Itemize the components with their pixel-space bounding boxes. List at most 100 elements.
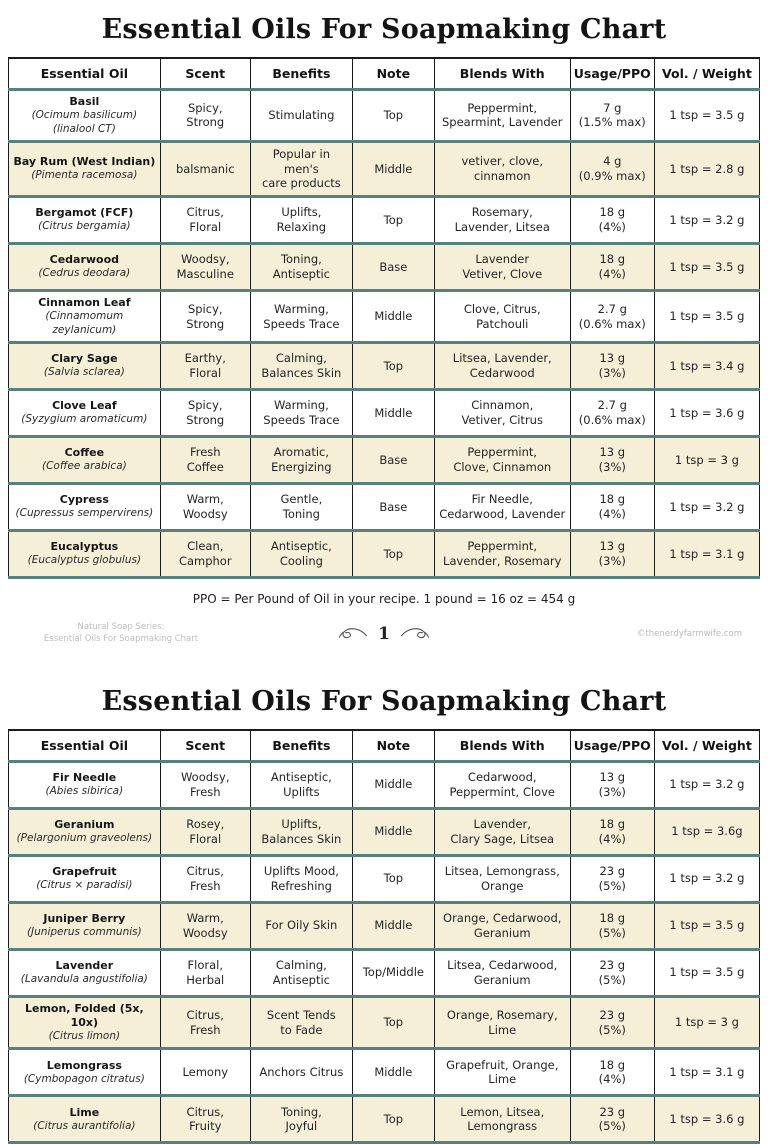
oil-name: Bergamot (FCF) bbox=[35, 206, 134, 220]
page-number: 1 bbox=[378, 623, 390, 644]
cell-scent: Citrus, Fresh bbox=[159, 853, 251, 903]
table-row: Basil (Ocimum basilicum) (linalool CT) Spi… bbox=[8, 89, 760, 142]
cell-usage: 23 g (5%) bbox=[569, 947, 655, 997]
table-row: Grapefruit (Citrus × paradisi) Citrus, Fre… bbox=[8, 853, 760, 903]
cell-blends: Clove, Citrus, Patchouli bbox=[433, 289, 571, 343]
cell-note: Middle bbox=[351, 388, 435, 437]
column-header-usage-ppo: Usage/PPO bbox=[569, 58, 655, 91]
cell-blends: Litsea, Cedarwood, Geranium bbox=[433, 947, 571, 997]
cell-blends: Grapefruit, Orange, Lime bbox=[433, 1047, 571, 1096]
cell-usage: 23 g (5%) bbox=[569, 994, 655, 1049]
table-row: Fir Needle (Abies sibirica) Woodsy, Fresh A… bbox=[8, 761, 760, 809]
cell-benefits: Uplifts Mood, Refreshing bbox=[249, 853, 353, 903]
cell-benefits: Uplifts, Balances Skin bbox=[249, 806, 353, 856]
copyright: ©thenerdyfarmwife.com bbox=[636, 628, 742, 639]
column-header-blends-with: Blends With bbox=[433, 58, 571, 91]
cell-usage: 23 g (5%) bbox=[569, 1094, 655, 1143]
oil-name: Basil bbox=[69, 95, 100, 108]
table-row: Lemongrass (Cymbopagon citratus) Lemony Anc… bbox=[8, 1047, 760, 1096]
table-row: Lemon, Folded (5x, 10x) (Citrus limon) Cit… bbox=[8, 994, 760, 1049]
botanical-name: (Lavandula angustifolia) bbox=[20, 973, 148, 986]
essential-oils-table-page-1: Essential Oil Scent Benefits Note Blends Wit… bbox=[8, 57, 760, 580]
cell-benefits: Warming, Speeds Trace bbox=[249, 289, 353, 343]
cell-benefits: Antiseptic, Cooling bbox=[249, 529, 353, 578]
cell-usage: 18 g (4%) bbox=[569, 195, 655, 244]
cell-essential-oil: Fir Needle (Abies sibirica) bbox=[8, 761, 161, 809]
cell-benefits: Aromatic, Energizing bbox=[249, 435, 353, 484]
cell-essential-oil: Geranium (Pelargonium graveolens) bbox=[8, 806, 161, 856]
oil-name: Lavender bbox=[55, 959, 114, 973]
cell-scent: Warm, Woodsy bbox=[159, 900, 251, 950]
cell-vol: 1 tsp = 3.6g bbox=[653, 806, 760, 856]
cell-blends: vetiver, clove, cinnamon bbox=[433, 139, 571, 197]
cell-scent: Woodsy, Fresh bbox=[159, 761, 251, 809]
oil-name: Lemon, Folded (5x, 10x) bbox=[24, 1001, 144, 1029]
cell-scent: Citrus, Fresh bbox=[159, 994, 251, 1049]
table-row: Clove Leaf (Syzygium aromaticum) Spicy, St… bbox=[8, 388, 760, 437]
cell-vol: 1 tsp = 3.5 g bbox=[653, 289, 760, 343]
page-title: Essential Oils For Soapmaking Chart bbox=[101, 14, 667, 45]
header-row: Essential Oil Scent Benefits Note Blends Wit… bbox=[8, 58, 760, 91]
cell-note: Base bbox=[351, 435, 435, 484]
cell-vol: 1 tsp = 3.2 g bbox=[653, 761, 760, 809]
cell-vol: 1 tsp = 3.5 g bbox=[653, 947, 760, 997]
table-row: Cedarwood (Cedrus deodara) Woodsy, Masculi… bbox=[8, 242, 760, 291]
cell-vol: 1 tsp = 3.2 g bbox=[653, 853, 760, 903]
cell-benefits: Warming, Speeds Trace bbox=[249, 388, 353, 437]
cell-vol: 1 tsp = 2.8 g bbox=[653, 139, 760, 197]
oil-name: Bay Rum (West Indian) bbox=[13, 155, 156, 169]
cell-benefits: Antiseptic, Uplifts bbox=[249, 761, 353, 809]
cell-essential-oil: Coffee (Coffee arabica) bbox=[8, 435, 161, 484]
cell-blends: Cedarwood, Peppermint, Clove bbox=[433, 761, 571, 809]
cell-note: Top/Middle bbox=[351, 947, 435, 997]
cell-blends: Rosemary, Lavender, Litsea bbox=[433, 195, 571, 244]
column-header-usage-ppo: Usage/PPO bbox=[569, 729, 655, 763]
column-header-scent: Scent bbox=[159, 729, 251, 763]
cell-usage: 18 g (4%) bbox=[569, 242, 655, 291]
cell-note: Middle bbox=[351, 761, 435, 809]
cell-benefits: For Oily Skin bbox=[249, 900, 353, 950]
page-footer: Natural Soap Series: Essential Oils For … bbox=[26, 622, 742, 646]
cell-scent: Spicy, Strong bbox=[159, 289, 251, 343]
cell-blends: Cinnamon, Vetiver, Citrus bbox=[433, 388, 571, 437]
table-row: Bergamot (FCF) (Citrus bergamia) Citrus, F… bbox=[8, 195, 760, 244]
cell-blends: Lavender, Clary Sage, Litsea bbox=[433, 806, 571, 856]
cell-vol: 1 tsp = 3.1 g bbox=[653, 1047, 760, 1096]
table-row: Coffee (Coffee arabica) Fresh Coffee Aromat… bbox=[8, 435, 760, 484]
header-row: Essential Oil Scent Benefits Note Blends Wit… bbox=[8, 729, 760, 763]
cell-usage: 13 g (3%) bbox=[569, 341, 655, 390]
oil-name: Lime bbox=[69, 1105, 100, 1119]
cell-benefits: Stimulating bbox=[249, 89, 353, 142]
botanical-name: (Cinnamomum zeylanicum) bbox=[45, 310, 124, 336]
cell-note: Top bbox=[351, 341, 435, 390]
cell-note: Top bbox=[351, 89, 435, 142]
cell-benefits: Calming, Antiseptic bbox=[249, 947, 353, 997]
botanical-name: (Cupressus sempervirens) bbox=[15, 507, 154, 520]
botanical-name: (Citrus bergamia) bbox=[38, 220, 131, 233]
cell-essential-oil: Bergamot (FCF) (Citrus bergamia) bbox=[8, 195, 161, 244]
cell-vol: 1 tsp = 3.6 g bbox=[653, 1094, 760, 1143]
cell-note: Top bbox=[351, 195, 435, 244]
column-header-benefits: Benefits bbox=[249, 58, 353, 91]
table-row: Lime (Citrus aurantifolia) Citrus, Fruity T… bbox=[8, 1094, 760, 1143]
botanical-name: (Coffee arabica) bbox=[41, 460, 127, 473]
column-header-note: Note bbox=[351, 58, 435, 91]
cell-blends: Litsea, Lavender, Cedarwood bbox=[433, 341, 571, 390]
cell-note: Top bbox=[351, 1094, 435, 1143]
cell-note: Middle bbox=[351, 289, 435, 343]
cell-essential-oil: Cinnamon Leaf (Cinnamomum zeylanicum) bbox=[8, 289, 161, 343]
botanical-name: (Ocimum basilicum) (linalool CT) bbox=[31, 109, 138, 135]
cell-essential-oil: Lemon, Folded (5x, 10x) (Citrus limon) bbox=[8, 994, 161, 1049]
cell-essential-oil: Cedarwood (Cedrus deodara) bbox=[8, 242, 161, 291]
cell-usage: 13 g (3%) bbox=[569, 529, 655, 578]
column-header-blends-with: Blends With bbox=[433, 729, 571, 763]
cell-benefits: Gentle, Toning bbox=[249, 482, 353, 531]
cell-usage: 4 g (0.9% max) bbox=[569, 139, 655, 197]
column-header-essential-oil: Essential Oil bbox=[8, 729, 161, 763]
cell-essential-oil: Lavender (Lavandula angustifolia) bbox=[8, 947, 161, 997]
cell-note: Middle bbox=[351, 806, 435, 856]
cell-vol: 1 tsp = 3.4 g bbox=[653, 341, 760, 390]
botanical-name: (Cedrus deodara) bbox=[38, 267, 131, 280]
column-header-essential-oil: Essential Oil bbox=[8, 58, 161, 91]
